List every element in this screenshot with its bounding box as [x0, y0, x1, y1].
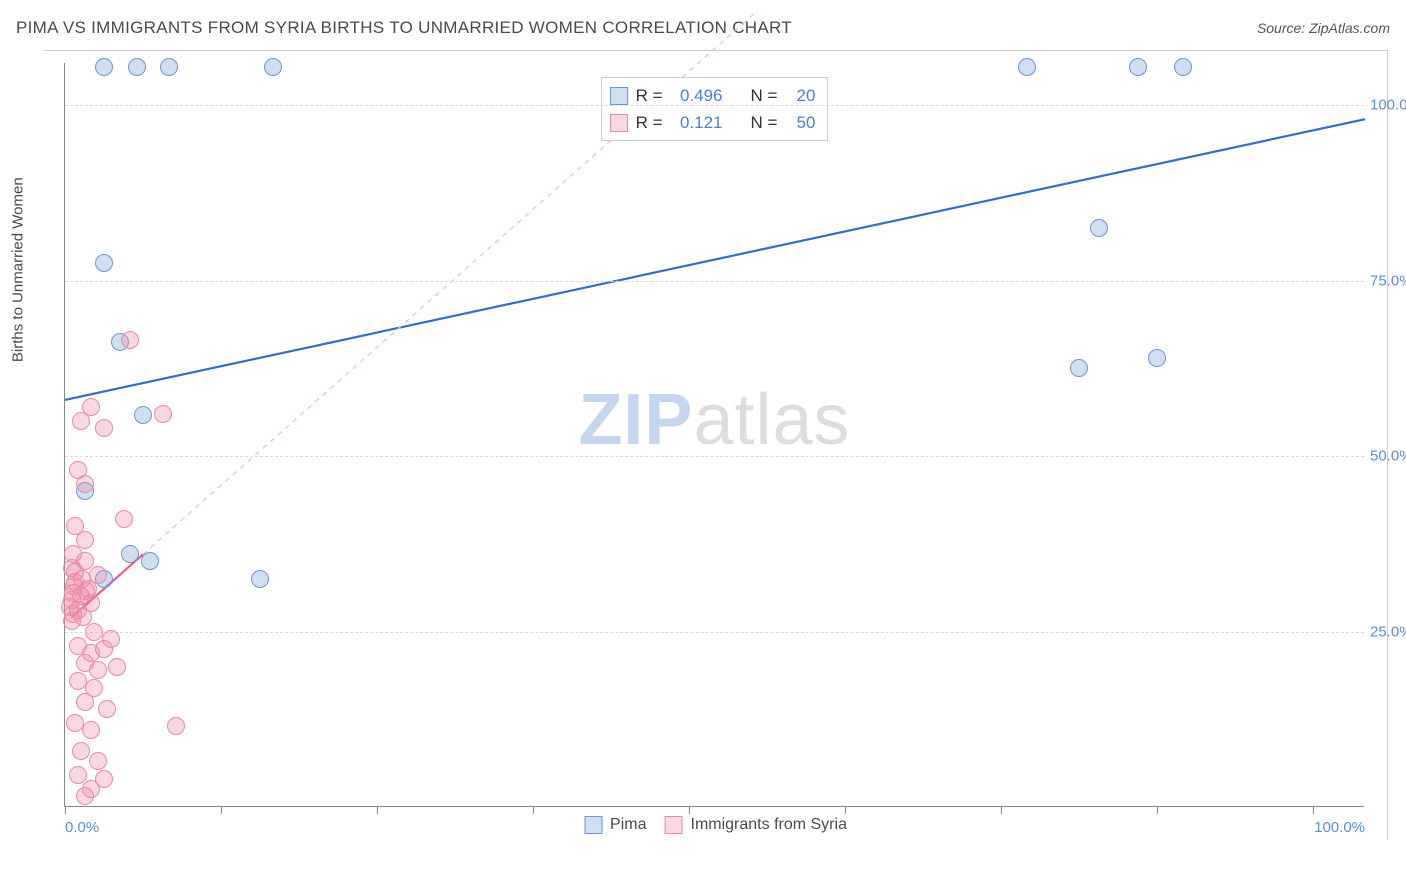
x-tick [221, 806, 222, 814]
scatter-point [89, 661, 107, 679]
trend-lines [65, 63, 1364, 806]
r-label: R = [636, 109, 663, 136]
scatter-point [76, 693, 94, 711]
scatter-point [72, 742, 90, 760]
scatter-point [89, 752, 107, 770]
series-swatch [610, 87, 628, 105]
scatter-point [1070, 359, 1088, 377]
y-tick-label: 100.0% [1370, 97, 1406, 114]
series-swatch [610, 114, 628, 132]
scatter-point [115, 510, 133, 528]
legend-item: Pima [584, 816, 646, 834]
x-tick [377, 806, 378, 814]
legend-item: Immigrants from Syria [664, 816, 846, 834]
scatter-point [154, 405, 172, 423]
scatter-point [141, 552, 159, 570]
scatter-point [1090, 219, 1108, 237]
scatter-point [167, 717, 185, 735]
x-tick-label: 0.0% [65, 819, 99, 836]
scatter-point [85, 623, 103, 641]
scatter-point [121, 331, 139, 349]
legend: Pima Immigrants from Syria [584, 816, 847, 834]
y-tick-label: 75.0% [1370, 272, 1406, 289]
n-value: 50 [785, 109, 815, 136]
scatter-point [160, 58, 178, 76]
scatter-point [82, 721, 100, 739]
chart-area: Births to Unmarried Women ZIPatlas R =0.… [44, 50, 1388, 840]
chart-title: PIMA VS IMMIGRANTS FROM SYRIA BIRTHS TO … [16, 18, 792, 38]
x-tick [65, 806, 66, 814]
scatter-point [95, 254, 113, 272]
scatter-point [121, 545, 139, 563]
legend-label: Immigrants from Syria [690, 816, 846, 834]
y-tick-label: 50.0% [1370, 448, 1406, 465]
scatter-point [108, 658, 126, 676]
legend-label: Pima [610, 816, 646, 834]
y-axis-title: Births to Unmarried Women [10, 177, 27, 362]
x-tick [1313, 806, 1314, 814]
scatter-point [76, 475, 94, 493]
x-tick [845, 806, 846, 814]
scatter-point [77, 582, 95, 600]
x-tick [533, 806, 534, 814]
source-label: Source: ZipAtlas.com [1257, 20, 1390, 36]
x-tick-label: 100.0% [1314, 819, 1365, 836]
scatter-point [264, 58, 282, 76]
scatter-point [76, 787, 94, 805]
scatter-point [95, 640, 113, 658]
scatter-point [1129, 58, 1147, 76]
title-bar: PIMA VS IMMIGRANTS FROM SYRIA BIRTHS TO … [16, 18, 1390, 38]
scatter-point [1018, 58, 1036, 76]
r-value: 0.121 [671, 109, 723, 136]
x-tick [689, 806, 690, 814]
stats-box: R =0.496N =20R =0.121N =50 [601, 77, 829, 141]
scatter-point [251, 570, 269, 588]
x-tick [1157, 806, 1158, 814]
gridline [65, 281, 1364, 282]
scatter-point [95, 419, 113, 437]
n-label: N = [751, 109, 778, 136]
scatter-point [134, 406, 152, 424]
y-tick-label: 25.0% [1370, 623, 1406, 640]
scatter-point [98, 700, 116, 718]
plot-area: ZIPatlas R =0.496N =20R =0.121N =50 25.0… [64, 63, 1364, 807]
x-tick [1001, 806, 1002, 814]
gridline [65, 632, 1364, 633]
scatter-point [72, 412, 90, 430]
legend-swatch [664, 816, 682, 834]
legend-swatch [584, 816, 602, 834]
scatter-point [128, 58, 146, 76]
gridline [65, 456, 1364, 457]
gridline [65, 105, 1364, 106]
scatter-point [95, 58, 113, 76]
scatter-point [1174, 58, 1192, 76]
scatter-point [63, 612, 81, 630]
stats-row: R = 0.121 N = 50 [610, 109, 816, 136]
scatter-point [1148, 349, 1166, 367]
